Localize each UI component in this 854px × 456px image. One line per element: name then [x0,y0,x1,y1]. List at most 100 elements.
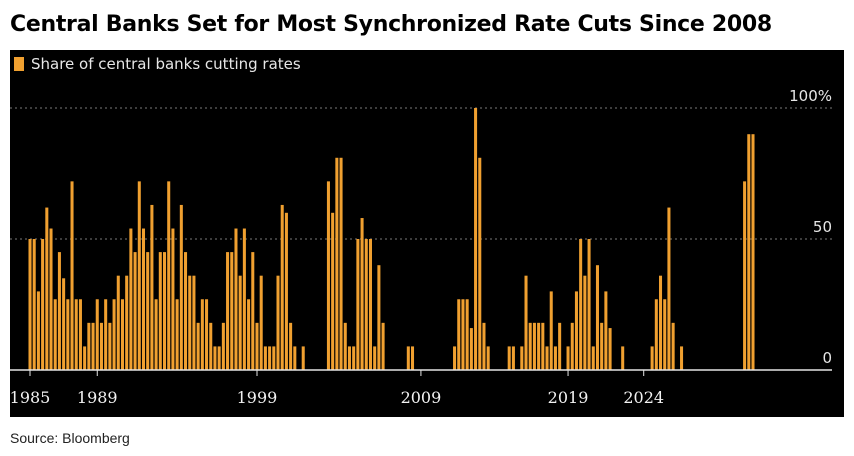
bar [532,322,536,370]
bar [411,346,415,370]
bar [558,322,562,370]
bar [751,134,755,370]
bar [255,322,259,370]
bar [251,252,255,370]
bar [743,181,747,370]
bar [663,299,667,370]
bar [604,291,608,370]
bar [137,181,141,370]
bar [570,322,574,370]
legend: Share of central banks cutting rates [14,55,301,73]
bar [129,228,133,370]
bar [230,252,234,370]
bar [595,265,599,370]
bar [192,275,196,370]
bar [368,239,372,370]
x-tick-label: 2019 [548,388,589,407]
bar [608,328,612,370]
bar [583,275,587,370]
bar [45,207,49,370]
bar [247,299,251,370]
bar [28,239,32,370]
legend-swatch [14,57,24,71]
bar [259,275,263,370]
bar [234,228,238,370]
bar [364,239,368,370]
bar [167,181,171,370]
bar [587,239,591,370]
bar [57,252,61,370]
bar-chart: 0 50 100% 1985 1989 1999 2009 2019 2024 [10,87,832,407]
bar [120,299,124,370]
y-tick-label: 100% [789,87,832,105]
bar [205,299,209,370]
bar [280,204,284,370]
bar [133,252,137,370]
bar [209,322,213,370]
bar [83,346,87,370]
bar [238,275,242,370]
bar [326,181,330,370]
bar [62,278,66,370]
bar [74,299,78,370]
bar [301,346,305,370]
bar [66,299,70,370]
bar [474,108,478,370]
bar [553,346,557,370]
bar [461,299,465,370]
bar [453,346,457,370]
bar [41,239,45,370]
bar [373,346,377,370]
source-note: Source: Bloomberg [10,430,130,446]
bar [574,291,578,370]
bar [347,346,351,370]
bar [343,322,347,370]
bar [747,134,751,370]
bar [520,346,524,370]
bar [352,346,356,370]
bar [217,346,221,370]
x-tick-label: 2009 [401,388,442,407]
bar [213,346,217,370]
bar [276,275,280,370]
bar [406,346,410,370]
bar [549,291,553,370]
bar [482,322,486,370]
bar [179,204,183,370]
y-tick-label: 50 [813,218,832,236]
x-tick-label: 1999 [237,388,278,407]
x-tick-label: 1985 [10,388,50,407]
bar [196,322,200,370]
bar [91,322,95,370]
bar [667,207,671,370]
bar [163,252,167,370]
bar [621,346,625,370]
x-tick-label: 2024 [623,388,664,407]
bar [331,212,335,370]
bar [221,322,225,370]
bar [141,228,146,370]
bar [360,218,364,370]
page-title: Central Banks Set for Most Synchronized … [10,12,772,37]
bar [524,275,528,370]
bar [537,322,541,370]
bar [528,322,532,370]
bar [591,346,595,370]
bar [671,322,675,370]
bar [541,322,545,370]
bar [78,299,82,370]
bar [263,346,267,370]
bar [158,252,162,370]
bar [70,181,74,370]
y-tick-label: 0 [822,349,832,367]
bar [289,322,293,370]
bar [545,346,549,370]
bar [112,299,116,370]
bar [184,252,188,370]
bar [272,346,276,370]
bar [125,275,129,370]
bar [36,291,40,370]
bar [87,322,91,370]
bar [650,346,654,370]
bar [600,322,604,370]
